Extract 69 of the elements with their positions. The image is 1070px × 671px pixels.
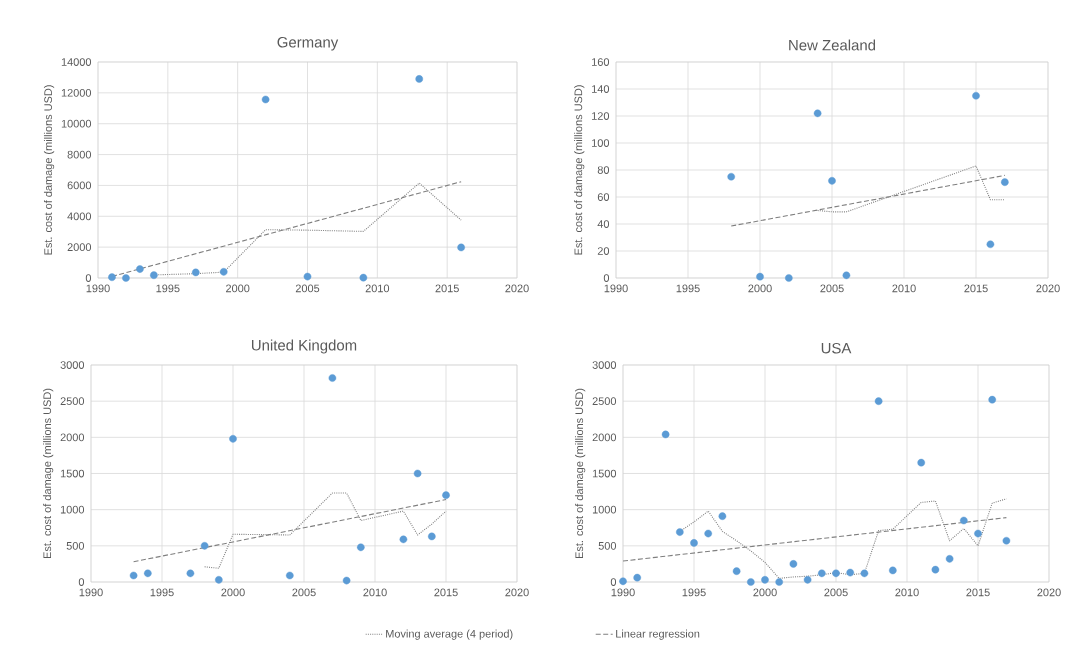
y-tick-label: 3000 xyxy=(60,361,85,369)
y-tick-label: 8000 xyxy=(67,150,92,159)
chart-title: United Kingdom xyxy=(251,339,357,354)
y-axis-title: Est. cost of damage (millions USD) xyxy=(575,388,586,559)
x-tick-label: 2015 xyxy=(966,588,990,597)
x-tick-label: 2000 xyxy=(748,284,772,293)
y-tick-label: 80 xyxy=(597,166,610,174)
y-tick-label: 2500 xyxy=(60,397,85,406)
x-tick-label: 2015 xyxy=(964,284,988,293)
y-axis-title: Est. cost of damage (millions USD) xyxy=(574,85,585,255)
y-tick-label: 2000 xyxy=(67,243,92,252)
legend-label: Linear regression xyxy=(616,629,700,640)
legend-label: Moving average (4 period) xyxy=(386,629,513,640)
y-tick-label: 0 xyxy=(603,274,610,282)
y-tick-label: 3000 xyxy=(592,361,617,369)
x-tick-label: 2015 xyxy=(435,284,459,293)
x-tick-label: 2000 xyxy=(753,588,777,597)
x-tick-label: 2010 xyxy=(363,588,387,597)
x-tick-label: 2015 xyxy=(434,588,458,597)
chart-title: USA xyxy=(821,342,852,354)
x-tick-label: 2010 xyxy=(895,588,919,597)
chart-title: New Zealand xyxy=(789,39,876,51)
y-tick-label: 500 xyxy=(66,541,85,550)
y-tick-label: 12000 xyxy=(61,88,92,97)
y-tick-label: 500 xyxy=(598,541,617,550)
y-tick-label: 0 xyxy=(85,274,92,282)
y-tick-label: 0 xyxy=(610,578,617,586)
y-tick-label: 2500 xyxy=(592,397,617,406)
x-tick-label: 1995 xyxy=(682,588,706,597)
x-tick-label: 1990 xyxy=(611,588,635,597)
y-tick-label: 6000 xyxy=(67,181,92,190)
x-tick-label: 2020 xyxy=(1036,284,1060,293)
y-tick-label: 0 xyxy=(78,578,85,586)
y-tick-label: 1500 xyxy=(60,469,85,478)
y-axis-title: Est. cost of damage (millions USD) xyxy=(43,85,55,255)
x-tick-label: 1995 xyxy=(156,284,180,293)
y-tick-label: 2000 xyxy=(60,433,85,442)
chart-title: Germany xyxy=(277,36,339,51)
y-tick-label: 1000 xyxy=(60,505,85,514)
x-tick-label: 1990 xyxy=(79,588,103,597)
x-tick-label: 2010 xyxy=(365,284,390,293)
y-tick-label: 160 xyxy=(592,58,610,66)
x-tick-label: 1995 xyxy=(676,284,700,293)
y-tick-label: 10000 xyxy=(61,119,92,128)
y-tick-label: 1500 xyxy=(592,469,617,478)
x-tick-label: 2020 xyxy=(1037,588,1061,597)
y-tick-label: 20 xyxy=(597,247,610,255)
x-tick-label: 2000 xyxy=(221,588,245,597)
y-tick-label: 2000 xyxy=(592,433,617,442)
x-tick-label: 1990 xyxy=(604,284,628,293)
x-tick-label: 1995 xyxy=(150,588,174,597)
x-tick-label: 2005 xyxy=(820,284,844,293)
x-tick-label: 2000 xyxy=(226,284,250,293)
x-tick-label: 1990 xyxy=(86,284,110,293)
y-tick-label: 100 xyxy=(592,139,610,147)
y-tick-label: 14000 xyxy=(61,58,92,66)
y-tick-label: 60 xyxy=(597,193,610,201)
y-tick-label: 120 xyxy=(592,112,610,120)
y-tick-label: 40 xyxy=(597,220,610,228)
x-tick-label: 2005 xyxy=(824,588,848,597)
x-tick-label: 2005 xyxy=(295,284,320,293)
x-tick-label: 2010 xyxy=(892,284,916,293)
x-tick-label: 2005 xyxy=(292,588,316,597)
x-tick-label: 2020 xyxy=(505,284,529,293)
y-tick-label: 4000 xyxy=(67,212,92,221)
y-tick-label: 1000 xyxy=(592,505,617,514)
y-axis-title: Est. cost of damage (millions USD) xyxy=(43,388,54,559)
y-tick-label: 140 xyxy=(592,85,610,93)
x-tick-label: 2020 xyxy=(505,588,529,597)
